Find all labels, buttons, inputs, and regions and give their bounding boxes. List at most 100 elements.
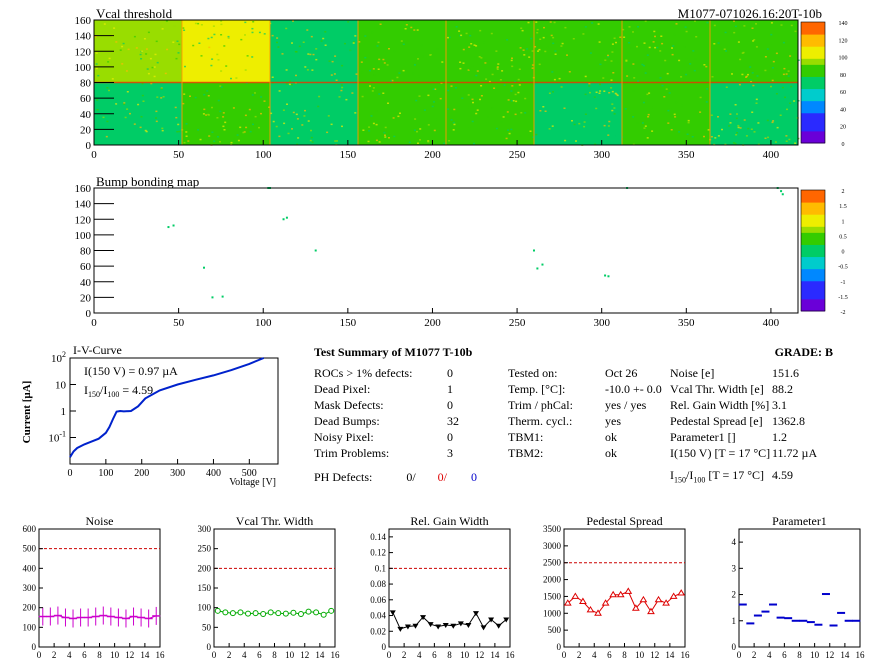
plot-title: Parameter1 <box>772 514 827 528</box>
ph-defects-value-2: 0/ <box>437 470 448 484</box>
data-point <box>472 611 479 617</box>
noise-speck <box>769 43 772 45</box>
data-point <box>662 599 670 606</box>
noise-speck <box>115 103 118 105</box>
noise-speck <box>208 135 211 137</box>
noise-speck <box>475 74 478 77</box>
noise-speck <box>586 90 589 92</box>
noise-speck <box>427 124 430 126</box>
noise-speck <box>674 116 677 118</box>
roc-top-7 <box>710 20 798 83</box>
roc-bottom-6 <box>622 82 710 145</box>
noise-speck <box>472 101 474 104</box>
noise-speck <box>733 31 736 34</box>
noise-speck <box>248 108 251 111</box>
noise-speck <box>546 35 549 37</box>
x-tick-label: 16 <box>856 650 866 660</box>
noise-speck <box>183 56 186 59</box>
noise-speck <box>673 33 676 36</box>
noise-speck <box>790 85 793 88</box>
noise-speck <box>714 137 717 139</box>
noise-speck <box>387 102 389 104</box>
defect-pixel-1 <box>172 224 175 227</box>
noise-speck <box>644 20 647 22</box>
noise-speck <box>496 67 499 69</box>
noise-speck <box>335 79 338 81</box>
noise-speck <box>362 129 365 131</box>
noise-speck <box>196 30 199 32</box>
x-tick-label: 16 <box>506 650 516 660</box>
noise-speck <box>614 84 617 86</box>
map1-title: Vcal threshold <box>96 6 173 21</box>
noise-speck <box>271 76 274 78</box>
color-scale-label: 80 <box>840 73 846 79</box>
data-point <box>412 623 419 629</box>
noise-speck <box>121 45 124 48</box>
noise-speck <box>413 29 416 31</box>
noise-speck <box>364 35 367 37</box>
noise-speck <box>452 129 455 131</box>
color-scale-step <box>801 46 825 53</box>
noise-speck <box>611 51 614 53</box>
y-tick-label: 160 <box>75 183 92 195</box>
noise-speck <box>615 41 617 44</box>
noise-speck <box>771 67 774 69</box>
noise-speck <box>222 116 225 118</box>
x-tick-label: 10 <box>460 650 470 660</box>
summary-plot-gain-width: 0 2 4 6 8 10 12 14 1600.020.040.060.080.10.120.1… <box>370 514 515 660</box>
iv-x-tick-label: 0 <box>68 468 73 479</box>
data-point <box>601 599 610 606</box>
noise-speck <box>506 39 509 41</box>
noise-speck <box>192 44 195 47</box>
y-tick-label: 0.12 <box>370 548 386 558</box>
noise-speck <box>788 138 791 141</box>
noise-speck <box>113 104 116 106</box>
noise-speck <box>646 137 649 139</box>
noise-speck <box>198 42 201 44</box>
color-scale-step <box>801 268 825 276</box>
y-tick-label: 300 <box>198 524 212 534</box>
noise-speck <box>668 92 671 94</box>
roc-bottom-1 <box>182 82 270 145</box>
noise-speck <box>742 51 745 54</box>
noise-speck <box>306 69 309 71</box>
noise-speck <box>145 110 148 112</box>
y-tick-label: 2000 <box>543 575 562 585</box>
plot-title: Noise <box>86 514 114 528</box>
noise-speck <box>736 132 738 134</box>
noise-speck <box>584 93 587 96</box>
noise-speck <box>491 107 494 109</box>
noise-speck <box>755 46 758 48</box>
noise-speck <box>687 119 690 122</box>
noise-speck <box>632 31 634 33</box>
noise-speck <box>681 84 684 86</box>
noise-speck <box>476 109 479 111</box>
y-tick-label: 200 <box>23 603 37 613</box>
noise-speck <box>354 35 357 37</box>
noise-speck <box>185 123 188 125</box>
noise-speck <box>232 107 235 109</box>
noise-speck <box>415 51 418 54</box>
data-point <box>450 623 457 629</box>
x-tick-label: 200 <box>424 149 441 161</box>
iv-frame <box>69 357 279 465</box>
test-info-row: Therm. cycl.: yes <box>508 414 662 430</box>
noise-speck <box>767 136 769 139</box>
defect-value: 0 <box>447 430 453 444</box>
y-tick-label: 0 <box>32 642 37 652</box>
noise-speck <box>435 82 437 85</box>
noise-speck <box>372 122 375 125</box>
noise-speck <box>633 77 636 79</box>
noise-speck <box>207 95 210 97</box>
data-point <box>427 622 434 628</box>
noise-speck <box>417 58 419 60</box>
noise-speck <box>405 24 408 26</box>
noise-speck <box>434 88 437 90</box>
color-scale-label: 40 <box>840 107 846 113</box>
noise-speck <box>285 69 288 71</box>
noise-speck <box>598 92 601 94</box>
color-scale-step <box>801 208 825 215</box>
y-tick-label: 400 <box>23 563 37 573</box>
test-info-row: Temp. [°C]: -10.0 +- 0.0 <box>508 382 662 398</box>
